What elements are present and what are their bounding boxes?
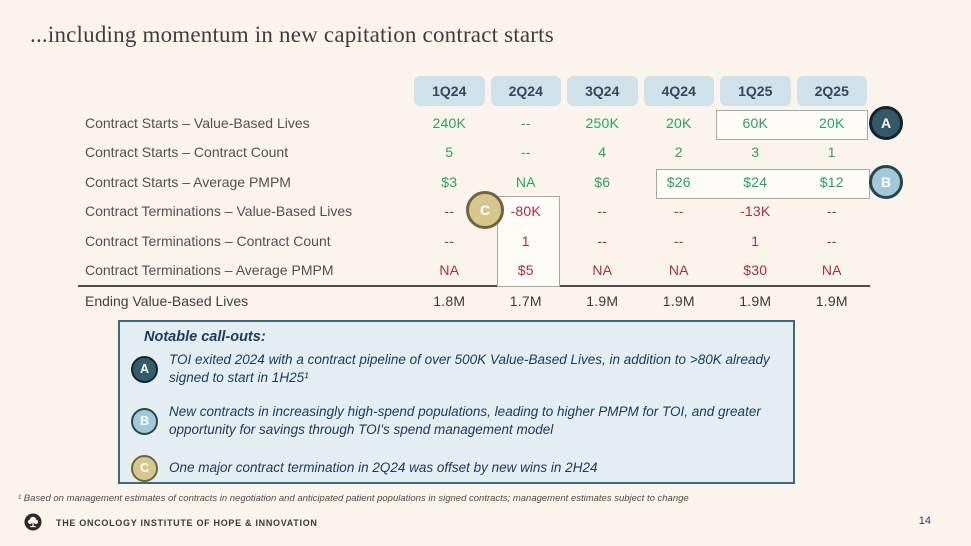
cell-value: -- <box>673 232 684 249</box>
table-separator-line <box>78 285 870 287</box>
row-label: Ending Value-Based Lives <box>85 293 249 309</box>
cell-value: 1.9M <box>739 293 772 309</box>
cell-value: NA <box>439 262 460 279</box>
callout-text: TOI exited 2024 with a contract pipeline… <box>169 352 770 385</box>
cell-value: -- <box>520 114 531 131</box>
cell-value: 1.8M <box>433 293 466 309</box>
cell-value: -80K <box>510 203 541 220</box>
row-label: Contract Terminations – Average PMPM <box>85 262 334 279</box>
row-label: Contract Starts – Average PMPM <box>85 173 291 190</box>
cell-value: -- <box>444 203 455 220</box>
cell-value: $30 <box>743 262 768 279</box>
column-header: 1Q24 <box>414 76 485 106</box>
cell-value: 240K <box>432 114 466 131</box>
row-label: Contract Starts – Contract Count <box>85 144 289 161</box>
cell-value: 250K <box>585 114 619 131</box>
cell-value: NA <box>592 262 613 279</box>
slide-title: ...including momentum in new capitation … <box>30 22 554 47</box>
row-label: Contract Terminations – Value-Based Live… <box>85 203 353 220</box>
cell-value: 4 <box>598 144 607 161</box>
company-logo-tree-icon <box>24 513 42 531</box>
badge-b: B <box>869 165 903 199</box>
column-header: 2Q25 <box>796 76 867 106</box>
badge-c: C <box>131 454 158 482</box>
cell-value: $3 <box>441 173 458 190</box>
badge-a: A <box>869 106 903 140</box>
footer-organization-name: THE ONCOLOGY INSTITUTE OF HOPE & INNOVAT… <box>56 518 318 528</box>
cell-value: 2 <box>674 144 683 161</box>
cell-value: 1.9M <box>586 293 619 309</box>
highlight-box-a <box>716 110 868 140</box>
table-row: Contract Starts – Value-Based Lives 240K… <box>78 108 870 138</box>
callout-item-a: A TOI exited 2024 with a contract pipeli… <box>131 346 783 392</box>
highlight-box-b <box>656 169 870 199</box>
table-header-row: 1Q24 2Q24 3Q24 4Q24 1Q25 2Q25 <box>411 76 870 108</box>
cell-value: -- <box>826 232 837 249</box>
page-number: 14 <box>918 515 931 527</box>
column-header: 1Q25 <box>720 76 791 106</box>
capitation-table: 1Q24 2Q24 3Q24 4Q24 1Q25 2Q25 Contract S… <box>78 76 870 315</box>
cell-value: -- <box>520 144 531 161</box>
table-row: Contract Terminations – Value-Based Live… <box>78 197 870 227</box>
callout-text: One major contract termination in 2Q24 w… <box>169 460 598 476</box>
cell-value: 20K <box>665 114 692 131</box>
callout-item-c: C One major contract termination in 2Q24… <box>131 450 783 486</box>
table-row: Contract Terminations – Contract Count -… <box>78 226 870 256</box>
footnote: ¹ Based on management estimates of contr… <box>18 493 689 504</box>
cell-value: 20K <box>818 114 845 131</box>
cell-value: -- <box>597 203 608 220</box>
badge-a: A <box>131 355 158 383</box>
cell-value: -- <box>826 203 837 220</box>
cell-value: 1.9M <box>815 293 848 309</box>
cell-value: $12 <box>819 173 844 190</box>
cell-value: 60K <box>742 114 768 131</box>
cell-value: $24 <box>743 173 768 190</box>
row-label: Contract Starts – Value-Based Lives <box>85 114 310 131</box>
table-row: Contract Starts – Contract Count 5 -- 4 … <box>78 138 870 168</box>
cell-value: $26 <box>666 173 691 190</box>
cell-value: 1.7M <box>509 293 542 309</box>
column-header: 2Q24 <box>490 76 561 106</box>
callout-item-b: B New contracts in increasingly high-spe… <box>131 398 783 444</box>
column-header: 4Q24 <box>643 76 714 106</box>
cell-value: -- <box>597 232 608 249</box>
row-label: Contract Terminations – Contract Count <box>85 232 331 249</box>
cell-value: 3 <box>751 144 760 161</box>
cell-value: -13K <box>740 203 771 220</box>
cell-value: -- <box>444 232 455 249</box>
cell-value: $5 <box>517 262 534 279</box>
highlight-box-c <box>497 196 560 287</box>
badge-b: B <box>131 407 158 435</box>
cell-value: NA <box>515 173 536 190</box>
cell-value: 5 <box>445 144 454 161</box>
badge-c: C <box>466 191 504 229</box>
cell-value: NA <box>821 262 842 279</box>
cell-value: $6 <box>594 173 611 190</box>
cell-value: 1 <box>827 144 836 161</box>
cell-value: 1 <box>751 232 760 249</box>
column-header: 3Q24 <box>567 76 638 106</box>
callouts-title: Notable call-outs: <box>144 329 266 345</box>
table-row: Contract Starts – Average PMPM $3 NA $6 … <box>78 167 870 197</box>
cell-value: 1 <box>521 232 530 249</box>
cell-value: 1.9M <box>662 293 695 309</box>
table-row-ending: Ending Value-Based Lives 1.8M 1.7M 1.9M … <box>78 287 870 315</box>
table-row: Contract Terminations – Average PMPM NA … <box>78 256 870 286</box>
cell-value: -- <box>673 203 684 220</box>
cell-value: NA <box>668 262 689 279</box>
notable-callouts-box: Notable call-outs: A TOI exited 2024 wit… <box>118 320 795 484</box>
callout-text: New contracts in increasingly high-spend… <box>169 404 761 437</box>
